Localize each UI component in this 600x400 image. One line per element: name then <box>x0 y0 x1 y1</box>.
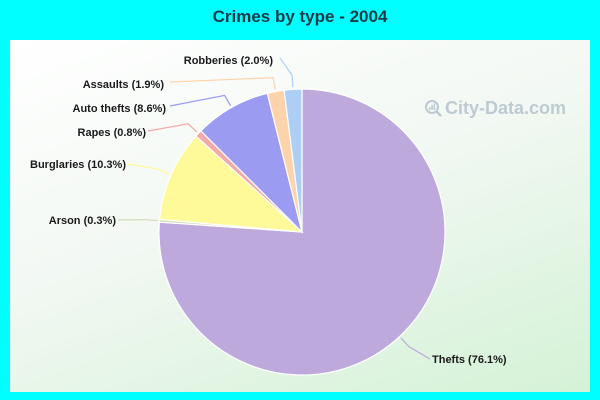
pie-chart: Thefts (76.1%) Arson (0.3%) Burglaries (10… <box>30 55 507 376</box>
slice-label-burglaries: Burglaries (10.3%) <box>30 159 126 171</box>
leader-line-auto-thefts <box>169 94 232 107</box>
watermark: City-Data.com <box>424 98 566 119</box>
chart-panel: Thefts (76.1%) Arson (0.3%) Burglaries (10… <box>10 40 590 392</box>
slice-label-assaults: Assaults (1.9%) <box>83 79 165 91</box>
slice-label-auto-thefts: Auto thefts (8.6%) <box>73 103 167 115</box>
chart-title: Crimes by type - 2004 <box>212 7 388 26</box>
pie-slice-robberies <box>283 88 303 233</box>
magnifier-chart-icon <box>424 99 442 117</box>
slice-label-thefts: Thefts (76.1%) <box>432 354 507 366</box>
slice-label-rapes: Rapes (0.8%) <box>78 127 147 139</box>
leader-line-arson <box>117 219 158 222</box>
pie-slice-thefts <box>158 88 446 376</box>
leader-line-robberies <box>279 57 294 88</box>
leader-line-rapes <box>147 123 198 133</box>
pie-slice-burglaries <box>158 135 304 233</box>
slice-label-arson: Arson (0.3%) <box>49 215 117 227</box>
leader-line-assaults <box>169 77 276 90</box>
leader-line-thefts <box>400 337 431 360</box>
slice-label-robberies: Robberies (2.0%) <box>184 55 274 67</box>
watermark-text: City-Data.com <box>444 98 566 118</box>
leader-line-burglaries <box>127 163 170 175</box>
